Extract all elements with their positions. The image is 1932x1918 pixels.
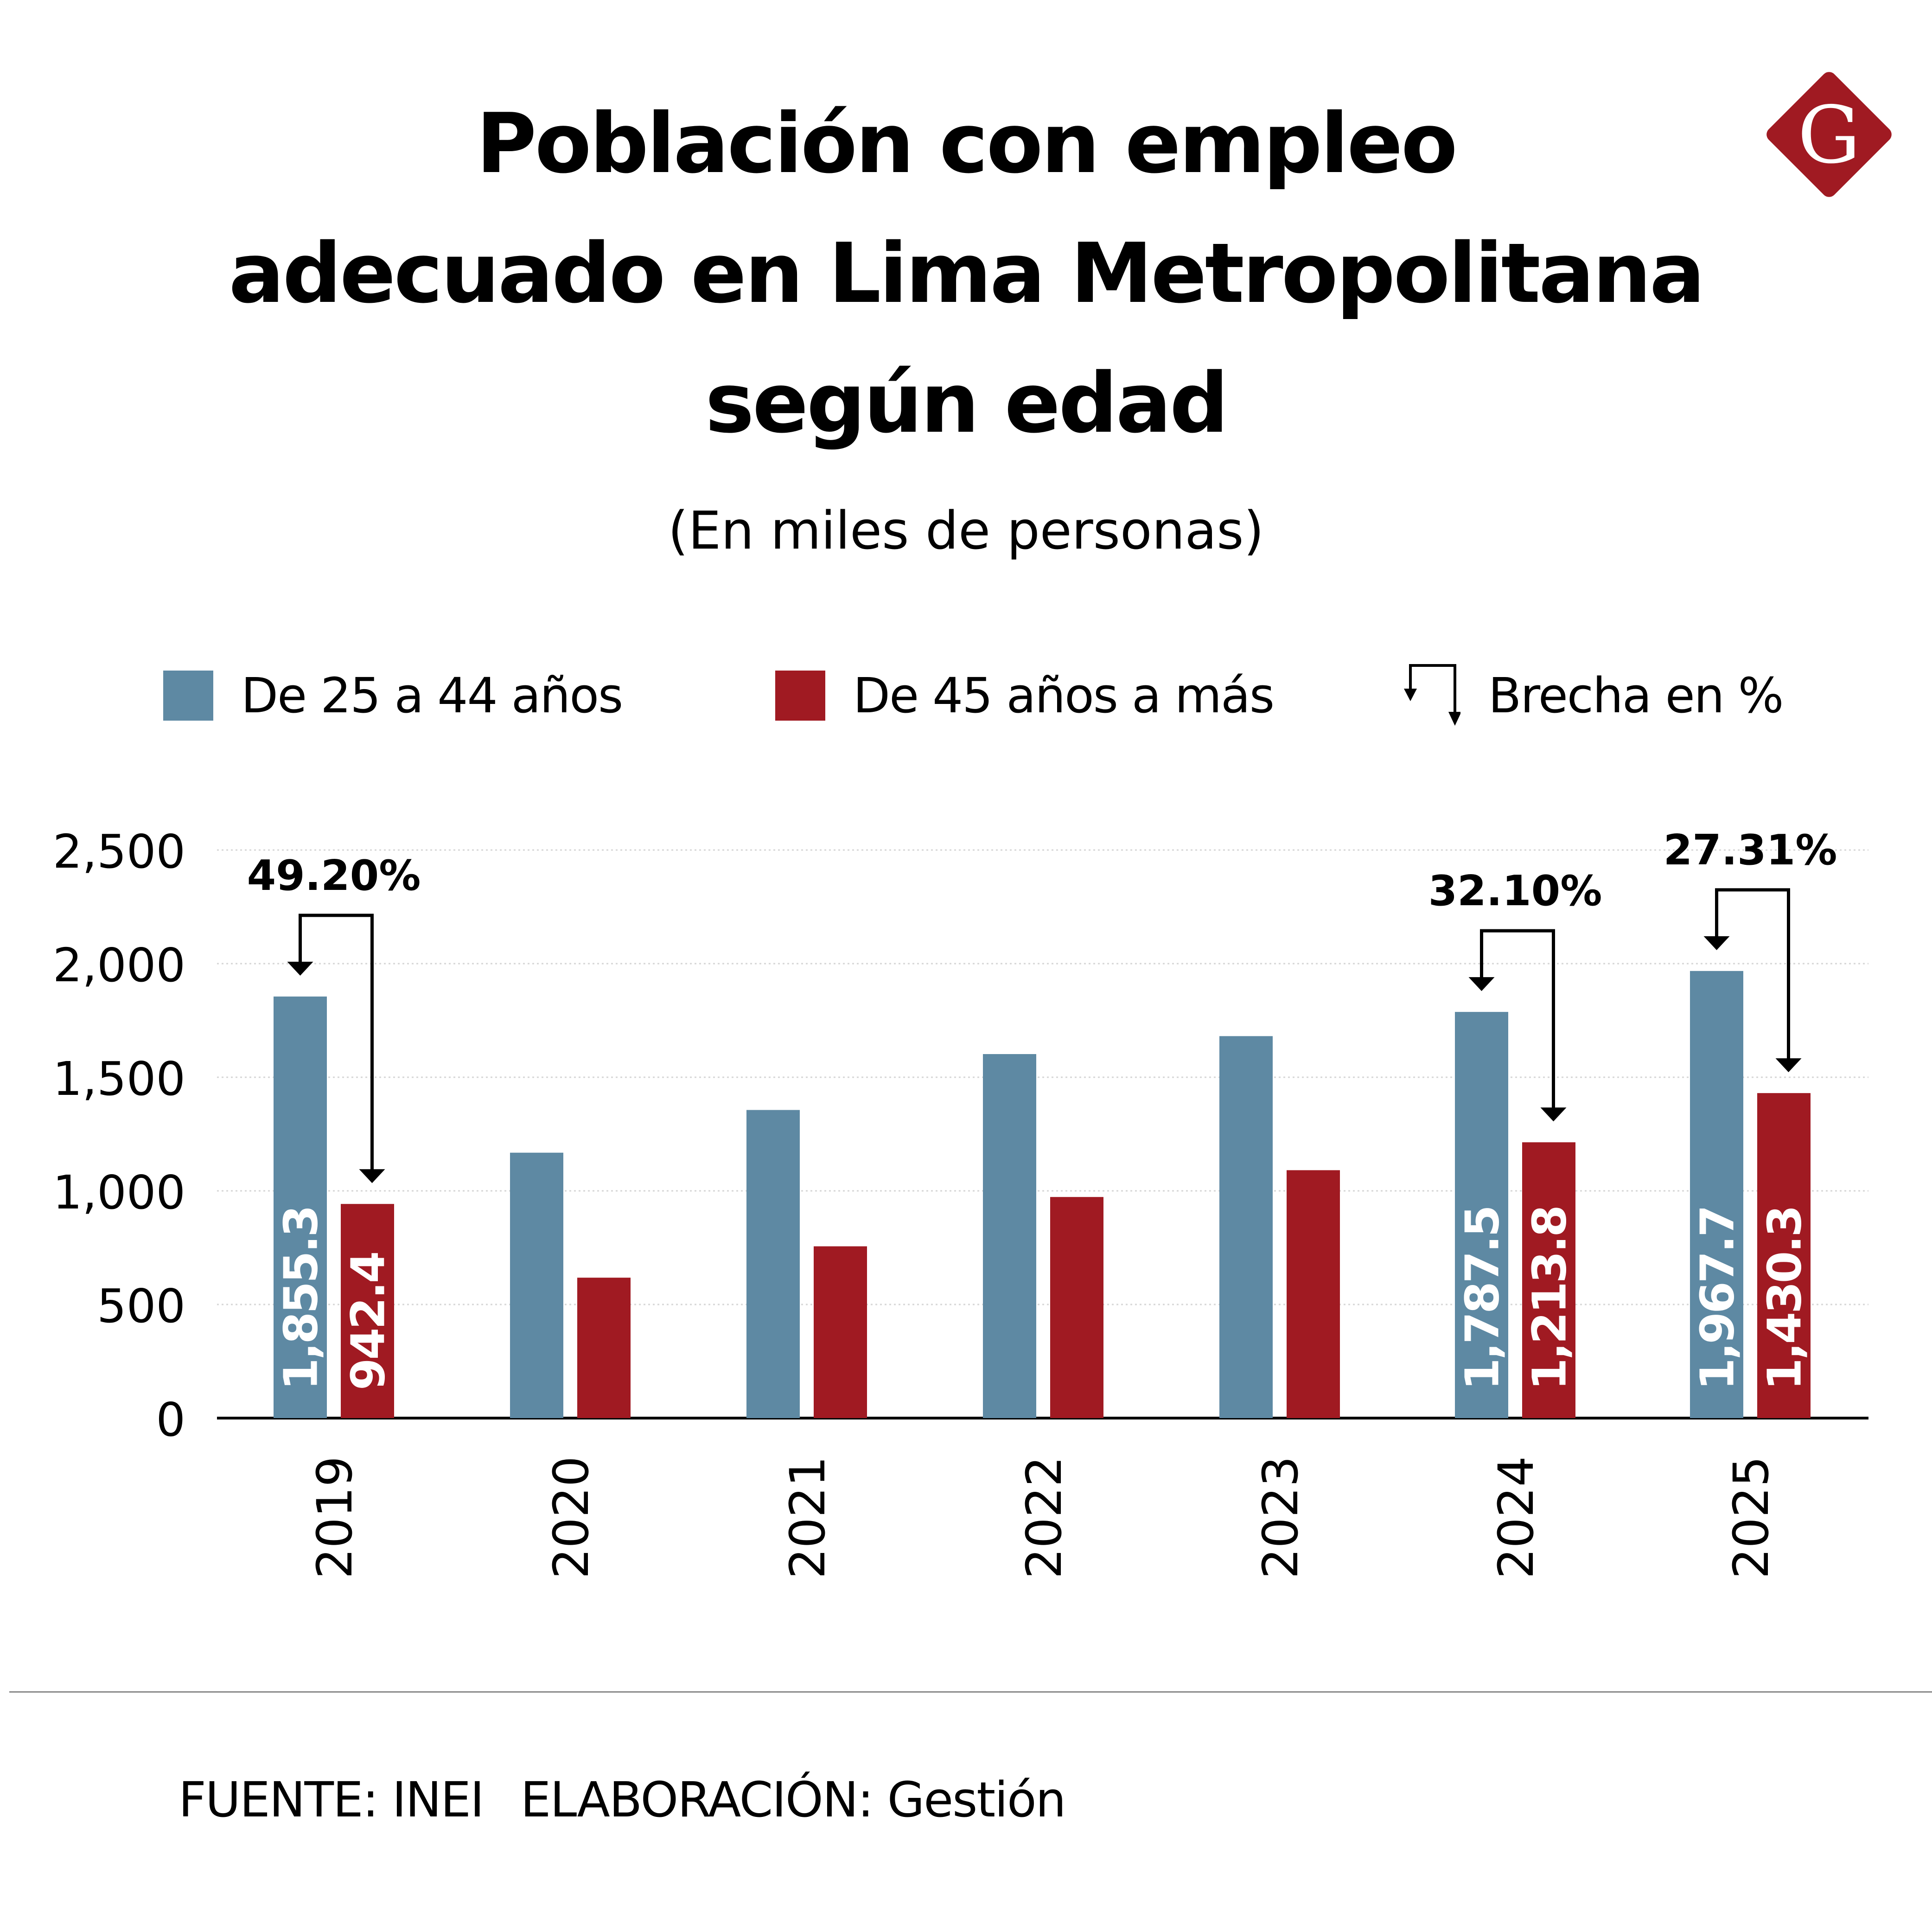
legend-label: Brecha en % xyxy=(1488,667,1784,724)
y-tick-label: 2,500 xyxy=(53,825,185,879)
bar-value-label: 1,430.3 xyxy=(1758,1207,1812,1390)
bar-age-45-plus-2020 xyxy=(577,1278,631,1418)
y-tick-label: 1,000 xyxy=(53,1165,185,1220)
x-tick-label: 2024 xyxy=(1488,1456,1544,1579)
bar-age-45-plus-2023 xyxy=(1287,1170,1340,1418)
gap-arrow-head-blue xyxy=(1468,977,1495,991)
footer-divider xyxy=(9,1691,1932,1693)
legend-label: De 25 a 44 años xyxy=(241,667,623,724)
bar-value-label: 942.4 xyxy=(341,1253,395,1390)
bar-age-45-plus-2024 xyxy=(1522,1142,1575,1418)
bar-value-label: 1,787.5 xyxy=(1455,1207,1510,1390)
bar-value-label: 1,213.8 xyxy=(1523,1207,1577,1390)
bar-value-label: 1,967.7 xyxy=(1690,1207,1745,1390)
gap-arrow-line xyxy=(299,914,374,1172)
legend: De 25 a 44 años De 45 años a más Brecha … xyxy=(0,663,1932,728)
legend-item-brecha: Brecha en % xyxy=(1400,663,1784,728)
title-line-1: Población con empleo xyxy=(476,96,1458,192)
footer: FUENTE: INEI ELABORACIÓN: Gestión xyxy=(179,1771,1066,1828)
y-tick-label: 500 xyxy=(97,1279,185,1333)
x-tick-label: 2021 xyxy=(779,1456,836,1579)
bar-age-25-44-2020 xyxy=(510,1152,563,1418)
chart-title: Población con empleo adecuado en Lima Me… xyxy=(0,79,1932,468)
gap-arrow-line xyxy=(1480,929,1555,1110)
bar-age-25-44-2021 xyxy=(746,1110,800,1418)
legend-label: De 45 años a más xyxy=(853,667,1275,724)
y-tick-label: 1,500 xyxy=(53,1052,185,1106)
gap-arrow-head-blue xyxy=(1703,936,1730,950)
bar-age-45-plus-2021 xyxy=(814,1246,867,1418)
gestion-logo-icon: G xyxy=(1766,72,1892,197)
bar-age-25-44-2019 xyxy=(274,996,327,1418)
gap-arrow-head-red xyxy=(359,1169,385,1183)
x-tick-label: 2019 xyxy=(306,1456,363,1579)
bar-age-25-44-2023 xyxy=(1219,1036,1273,1418)
legend-swatch-red xyxy=(775,671,825,721)
title-line-3: según edad xyxy=(705,355,1229,451)
logo-letter: G xyxy=(1798,90,1861,181)
bar-age-25-44-2024 xyxy=(1455,1012,1508,1418)
gap-percent-label: 27.31% xyxy=(1664,826,1837,875)
legend-swatch-blue xyxy=(163,671,213,721)
bar-age-45-plus-2019 xyxy=(341,1204,394,1418)
x-tick-label: 2020 xyxy=(543,1456,599,1579)
gap-arrow-head-red xyxy=(1775,1058,1802,1073)
elaboration-text: ELABORACIÓN: Gestión xyxy=(520,1771,1066,1828)
bar-age-45-plus-2022 xyxy=(1050,1197,1103,1418)
x-tick-label: 2023 xyxy=(1252,1456,1309,1579)
source-text: FUENTE: INEI xyxy=(179,1771,485,1828)
chart-subtitle: (En miles de personas) xyxy=(668,501,1264,561)
logo-diamond xyxy=(1766,72,1892,197)
x-tick-label: 2025 xyxy=(1723,1456,1779,1579)
bar-age-45-plus-2025 xyxy=(1757,1093,1811,1418)
legend-item-25-44: De 25 a 44 años xyxy=(163,663,623,728)
legend-item-45-mas: De 45 años a más xyxy=(775,663,1275,728)
gap-arrow-icon xyxy=(1404,664,1460,726)
gap-arrow-head-red xyxy=(1540,1107,1567,1122)
gap-arrow-line xyxy=(1715,888,1790,1061)
title-line-2: adecuado en Lima Metropolitana xyxy=(229,225,1705,321)
gap-percent-label: 32.10% xyxy=(1428,867,1602,915)
y-tick-label: 0 xyxy=(156,1393,185,1447)
gap-arrow-head-blue xyxy=(287,961,313,976)
y-tick-label: 2,000 xyxy=(53,938,185,992)
gap-percent-label: 49.20% xyxy=(247,851,421,900)
x-tick-label: 2022 xyxy=(1016,1456,1072,1579)
bar-value-label: 1,855.3 xyxy=(274,1207,328,1390)
bar-age-25-44-2022 xyxy=(983,1054,1036,1418)
bar-age-25-44-2025 xyxy=(1690,971,1743,1418)
